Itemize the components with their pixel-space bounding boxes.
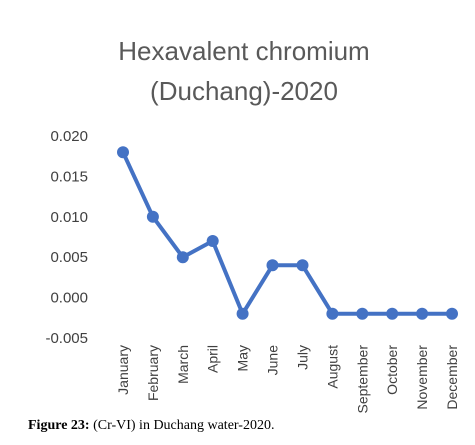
data-point <box>446 307 458 320</box>
caption-text: (Cr-VI) in Duchang water-2020. <box>89 418 275 433</box>
data-point <box>236 307 249 320</box>
y-tick-label: 0.000 <box>50 290 88 307</box>
figure-caption: Figure 23: (Cr-VI) in Duchang water-2020… <box>28 418 274 434</box>
x-tick-label: October <box>384 345 400 395</box>
y-tick-label: 0.010 <box>50 209 88 226</box>
x-tick-label: May <box>235 345 251 371</box>
data-point <box>266 259 279 272</box>
data-point <box>206 235 219 247</box>
y-tick-label: 0.020 <box>50 128 88 145</box>
x-tick-label: December <box>444 345 460 410</box>
caption-label: Figure 23: <box>28 418 90 433</box>
x-tick-label: August <box>324 345 340 389</box>
data-point <box>416 307 429 320</box>
series-line <box>121 150 454 316</box>
x-tick-label: November <box>414 345 430 410</box>
series <box>117 146 458 320</box>
chart-title: Hexavalent chromium (Duchang)-2020 <box>118 36 369 106</box>
x-tick-label: March <box>175 345 191 384</box>
chart-title-line: (Duchang)-2020 <box>150 76 338 106</box>
x-tick-label: July <box>294 345 310 370</box>
chart-svg: Hexavalent chromium(Duchang)-2020 0.0200… <box>45 36 460 414</box>
data-point <box>176 251 189 264</box>
data-point <box>356 307 369 320</box>
data-point <box>146 210 159 223</box>
y-tick-label: -0.005 <box>45 330 88 347</box>
y-tick-label: 0.005 <box>50 249 88 266</box>
x-tick-label: June <box>265 345 281 376</box>
data-point <box>296 259 309 272</box>
x-tick-label: April <box>205 345 221 373</box>
chart: Hexavalent chromium (Duchang)-2020 0.020 0… <box>45 36 460 414</box>
data-point <box>326 307 339 320</box>
data-point <box>386 307 399 320</box>
x-tick-label: September <box>354 345 370 414</box>
x-tick-label: February <box>145 345 161 401</box>
y-axis-ticks: 0.020 0.015 0.010 0.005 0.000 -0.005 <box>45 128 88 347</box>
chart-title-line: Hexavalent chromium <box>118 36 369 66</box>
x-tick-label: January <box>115 345 131 395</box>
x-axis-ticks: January February March April May June July Augu… <box>115 345 460 414</box>
data-point <box>117 146 129 159</box>
y-tick-label: 0.015 <box>50 168 88 185</box>
